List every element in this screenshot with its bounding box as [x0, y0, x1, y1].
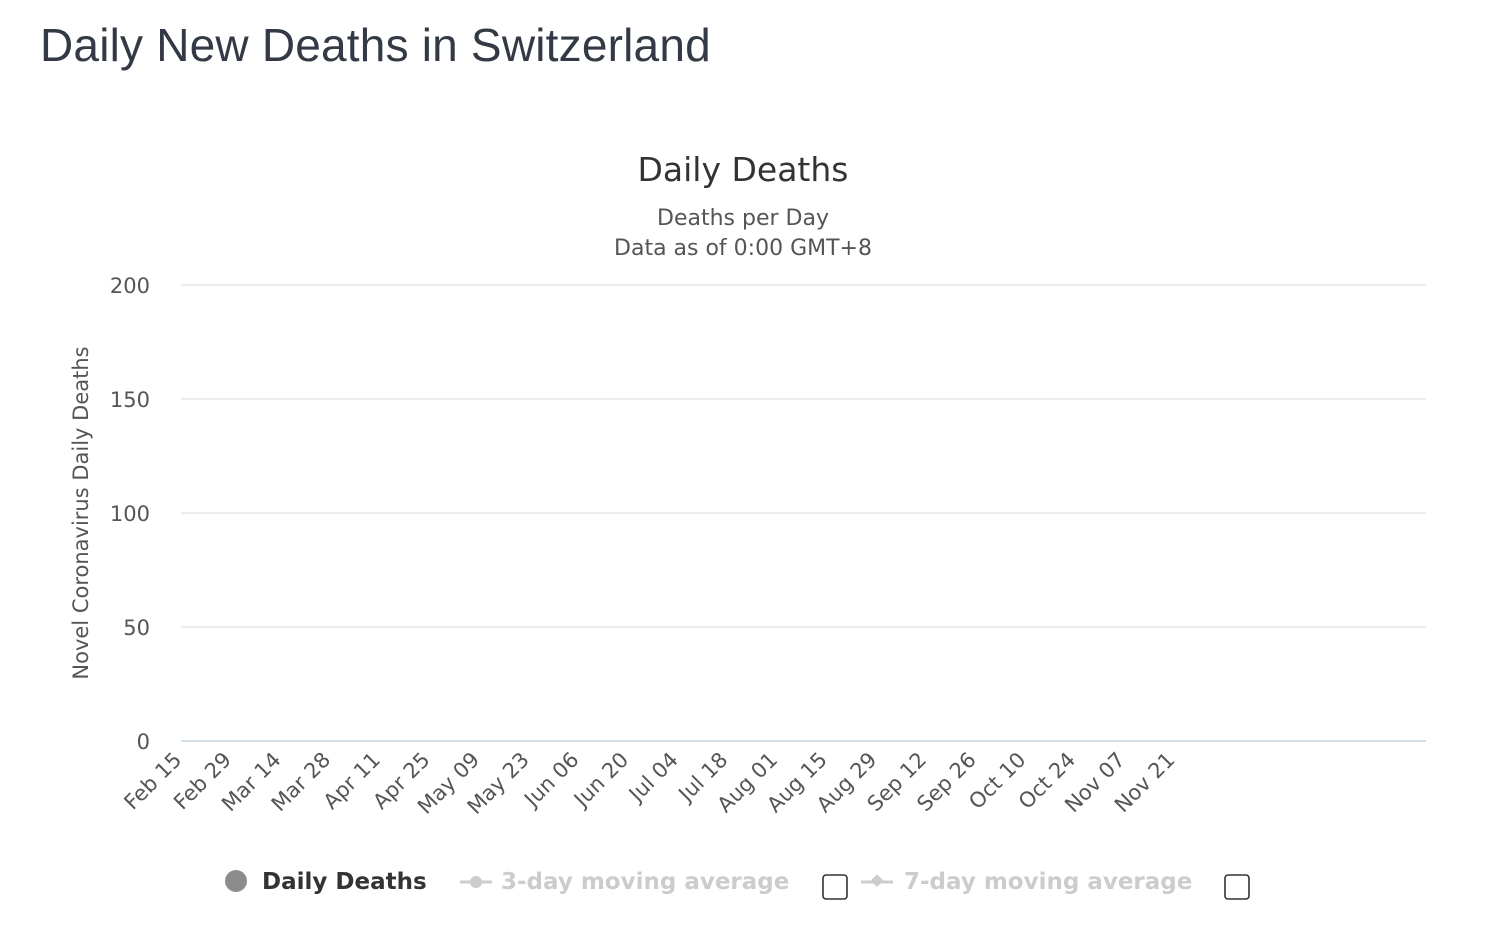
- legend-label-daily-deaths: Daily Deaths: [262, 869, 427, 895]
- chart-title: Daily Deaths: [638, 150, 849, 189]
- y-axis-title: Novel Coronavirus Daily Deaths: [69, 346, 93, 679]
- chart-subtitle-line-2: Data as of 0:00 GMT+8: [614, 236, 872, 261]
- legend-item-7-day-average[interactable]: 7-day moving average: [861, 869, 1192, 895]
- y-tick-label: 50: [123, 616, 150, 640]
- x-tick-label: Jun 20: [568, 748, 633, 813]
- toggle-3-day-checkbox[interactable]: [822, 874, 848, 900]
- legend-label-7-day-average: 7-day moving average: [904, 869, 1192, 895]
- page-heading: Daily New Deaths in Switzerland: [40, 19, 711, 71]
- chart-subtitle-line-1: Deaths per Day: [657, 206, 829, 231]
- y-tick-label: 100: [110, 502, 150, 526]
- y-gridlines: [181, 284, 1426, 628]
- legend-item-3-day-average[interactable]: 3-day moving average: [460, 869, 789, 895]
- toggle-7-day-checkbox[interactable]: [1224, 874, 1250, 900]
- legend-marker-diamond-icon: [870, 874, 884, 887]
- legend-marker-circle-icon: [225, 870, 247, 892]
- x-tick-label: Jun 06: [518, 748, 583, 813]
- legend-marker-circle-icon: [470, 876, 482, 888]
- x-tick-label: Jul 04: [623, 748, 683, 808]
- y-axis-ticks: 0 50 100 150 200: [110, 274, 150, 754]
- y-tick-label: 150: [110, 388, 150, 412]
- legend-item-daily-deaths[interactable]: Daily Deaths: [225, 869, 427, 895]
- y-tick-label: 0: [137, 730, 150, 754]
- y-tick-label: 200: [110, 274, 150, 298]
- legend: Daily Deaths 3-day moving average 7-day …: [225, 869, 1250, 900]
- legend-label-3-day-average: 3-day moving average: [501, 869, 789, 895]
